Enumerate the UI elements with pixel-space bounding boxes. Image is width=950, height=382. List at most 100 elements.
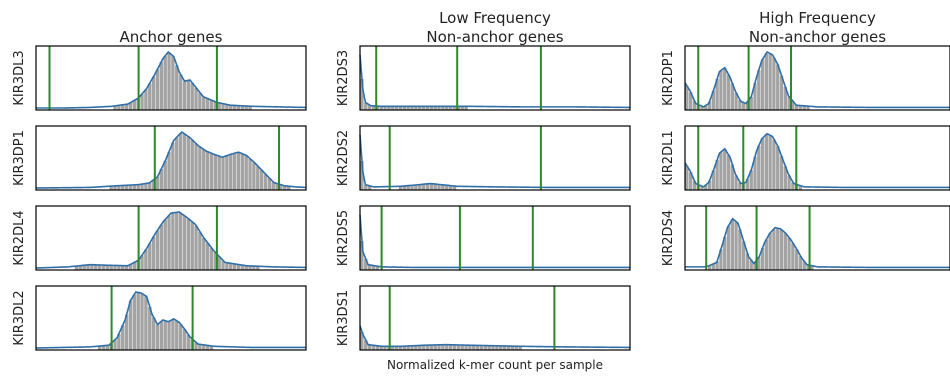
histogram-bar [768,135,773,191]
histogram-bar [201,237,206,271]
gene-label: KIR2DL4 [12,210,27,265]
histogram-bar [155,230,160,271]
histogram-bar [217,155,222,191]
histogram-bar [178,132,183,191]
panel-frame [359,125,631,191]
histogram-bar [224,262,230,271]
histogram-bar [768,232,773,271]
histogram-bar [209,247,214,271]
histogram-bar [132,294,137,351]
panel-kir2dp1: KIR2DP1 [661,45,950,111]
histogram-bar [193,87,199,111]
histogram-bar [190,139,195,191]
panel-frame [359,45,631,111]
kde-line [359,54,631,109]
panel-frame [35,205,307,271]
panel-kir2dl1: KIR2DL1 [661,125,950,191]
histogram-bar [186,80,191,111]
column-title: Low Frequency Non-anchor genes [426,9,563,46]
panel-frame [35,45,307,111]
kde-line [684,132,950,189]
histogram-bar [174,320,179,351]
histogram-bar [775,228,780,271]
histogram-bar [151,76,156,111]
histogram-bar [783,232,788,271]
histogram-bar [775,145,780,191]
gene-label: KIR2DL1 [661,130,676,185]
histogram-bar [251,161,257,191]
histogram-bar [722,148,727,191]
histogram-bar [170,55,176,111]
histogram-bar [259,169,264,191]
histogram-bar [201,149,206,191]
gene-label: KIR2DP1 [661,50,676,106]
kde-line [36,50,307,109]
gene-label: KIR2DS2 [336,130,351,186]
histogram-bar [236,151,241,191]
histogram-bar [224,155,230,191]
histogram-bar [244,155,249,191]
histogram-bar [205,98,210,111]
histogram-bar [771,57,777,111]
panel-frame [684,205,950,271]
histogram-bar [174,136,179,191]
histogram-bar [178,74,183,111]
histogram-bar [247,158,253,191]
gene-label: KIR2DS3 [336,50,351,106]
histogram-bar [155,324,160,351]
histogram-bar [159,224,164,271]
histogram-bar [182,133,187,191]
histogram-bar [764,239,769,271]
histogram-bar [718,151,724,191]
histogram-bar [756,145,761,191]
panel-kir2dl4: KIR2DL4 [12,205,307,271]
gene-label: KIR2DS4 [661,210,676,266]
panel-kir3ds1: KIR3DS1 [336,285,631,351]
histogram-bar [255,165,260,191]
histogram-bar [760,59,765,111]
kde-line [684,50,950,109]
histogram-bar [166,151,172,191]
panel-kir2ds5: KIR2DS5 [336,205,631,271]
histogram-bar [429,183,434,191]
histogram-bar [174,64,179,111]
panel-kir3dl3: KIR3DL3 [12,45,307,111]
histogram-bar [147,242,152,271]
histogram-bar [143,89,149,111]
histogram-bar [722,67,727,111]
panel-frame [35,285,307,351]
histogram-bar [159,61,164,111]
gene-label: KIR3DS1 [336,290,351,346]
histogram-bar [764,53,769,111]
histogram-bar [775,64,780,111]
histogram-bar [190,82,195,111]
gene-label: KIR3DL3 [12,50,27,105]
x-axis-label: Normalized k-mer count per sample [387,358,603,372]
column-title: High Frequency Non-anchor genes [749,9,886,46]
histogram-bar [209,153,214,191]
kde-line [35,291,306,349]
histogram-bar [197,231,203,271]
histogram-bar [768,53,773,111]
panel-kir2ds2: KIR2DS2 [336,125,631,191]
gene-label: KIR3DL2 [12,290,27,345]
histogram-bar [151,317,156,351]
histogram-bar [139,293,145,351]
histogram-bar [209,99,214,111]
histogram-bar [159,321,164,351]
histogram-bar [718,70,724,111]
histogram-bar [143,295,149,351]
histogram-bar [232,153,237,191]
column-title: Anchor genes [120,28,223,46]
histogram-bar [764,134,769,191]
kde-line [35,211,307,269]
kde-line [359,134,630,189]
histogram-bar [790,242,795,271]
histogram-bar [205,151,210,191]
panel-kir3dl2: KIR3DL2 [12,285,307,351]
panel-frame [684,125,950,191]
histogram-bar [193,225,199,271]
histogram-bar [726,154,731,191]
histogram-bar [170,212,176,271]
